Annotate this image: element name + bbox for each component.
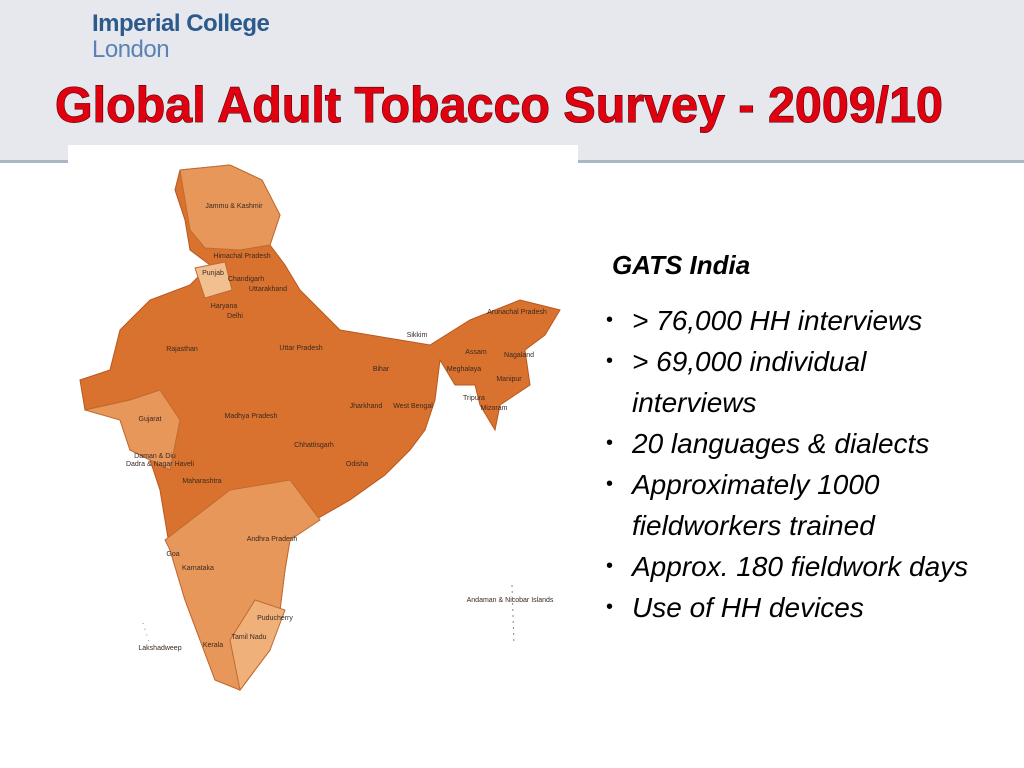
title-svg: Global Adult Tobacco Survey - 2009/10 <box>55 77 944 134</box>
state-label: Assam <box>465 349 487 356</box>
bullet: Use of HH devices <box>606 587 976 628</box>
state-label: Sikkim <box>407 332 428 339</box>
bullet-text: > 69,000 individual interviews <box>632 346 867 418</box>
state-label: Tripura <box>463 395 485 402</box>
state-label: Dadra & Nagar Haveli <box>126 461 195 468</box>
content-heading: GATS India <box>612 250 751 280</box>
state-label: Goa <box>166 551 179 558</box>
slide-title: Global Adult Tobacco Survey - 2009/10 <box>55 77 943 133</box>
bullet-text: > 76,000 HH interviews <box>632 305 923 336</box>
state-label: Uttar Pradesh <box>279 345 322 352</box>
map-region-light <box>84 389 181 471</box>
state-label: Gujarat <box>139 416 162 423</box>
state-label: Arunachal Pradesh <box>487 309 547 316</box>
state-label: Daman & Diu <box>134 453 176 460</box>
state-label: Jharkhand <box>350 403 383 410</box>
state-label: Uttarakhand <box>249 286 287 293</box>
state-label: Chhattisgarh <box>294 442 334 449</box>
state-label: Tamil Nadu <box>231 634 266 641</box>
state-label: Lakshadweep <box>138 645 181 652</box>
logo-line: London <box>92 36 170 63</box>
bullet-text: Use of HH devices <box>632 592 864 623</box>
state-label: Jammu & Kashmir <box>205 203 263 210</box>
state-label: Delhi <box>227 313 243 320</box>
state-label: Mizoram <box>481 405 508 412</box>
state-label: Andaman & Nicobar Islands <box>467 597 554 604</box>
state-label: Himachal Pradesh <box>213 253 270 260</box>
bullet: Approximately 1000 fieldworkers trained <box>606 464 976 546</box>
state-label: Haryana <box>211 303 238 310</box>
bullet: > 69,000 individual interviews <box>606 341 976 423</box>
state-label: Karnataka <box>182 565 214 572</box>
map-region-light <box>179 164 281 251</box>
state-label: Bihar <box>373 366 390 373</box>
bullet-text: Approximately 1000 fieldworkers trained <box>632 469 880 541</box>
state-label: Madhya Pradesh <box>225 413 278 420</box>
map-region-light <box>194 261 233 299</box>
state-label: Punjab <box>202 270 224 277</box>
bullet-text: Approx. 180 fieldwork days <box>632 551 969 582</box>
bullet: Approx. 180 fieldwork days <box>606 546 976 587</box>
logo-line: Imperial College <box>92 10 270 37</box>
state-label: Maharashtra <box>182 478 221 485</box>
state-label: Chandigarh <box>228 276 264 283</box>
state-label: Manipur <box>496 376 522 383</box>
state-label: Andhra Pradesh <box>247 536 298 543</box>
bullet-list: > 76,000 HH interviews > 69,000 individua… <box>606 300 976 628</box>
state-label: Odisha <box>346 461 368 468</box>
state-label: Meghalaya <box>447 366 481 373</box>
map-region-light <box>229 599 286 692</box>
state-label: Rajasthan <box>166 346 198 353</box>
state-label: Kerala <box>203 642 223 649</box>
state-label: West Bengal <box>393 403 433 410</box>
state-label: Nagaland <box>504 352 534 359</box>
bullet: > 76,000 HH interviews <box>606 300 976 341</box>
state-label: Puducherry <box>257 615 293 622</box>
bullet: 20 languages & dialects <box>606 423 976 464</box>
india-map: Jammu & Kashmir Himachal Pradesh Punjab Cha… <box>68 145 578 705</box>
bullet-text: 20 languages & dialects <box>632 428 930 459</box>
islands <box>511 584 515 646</box>
